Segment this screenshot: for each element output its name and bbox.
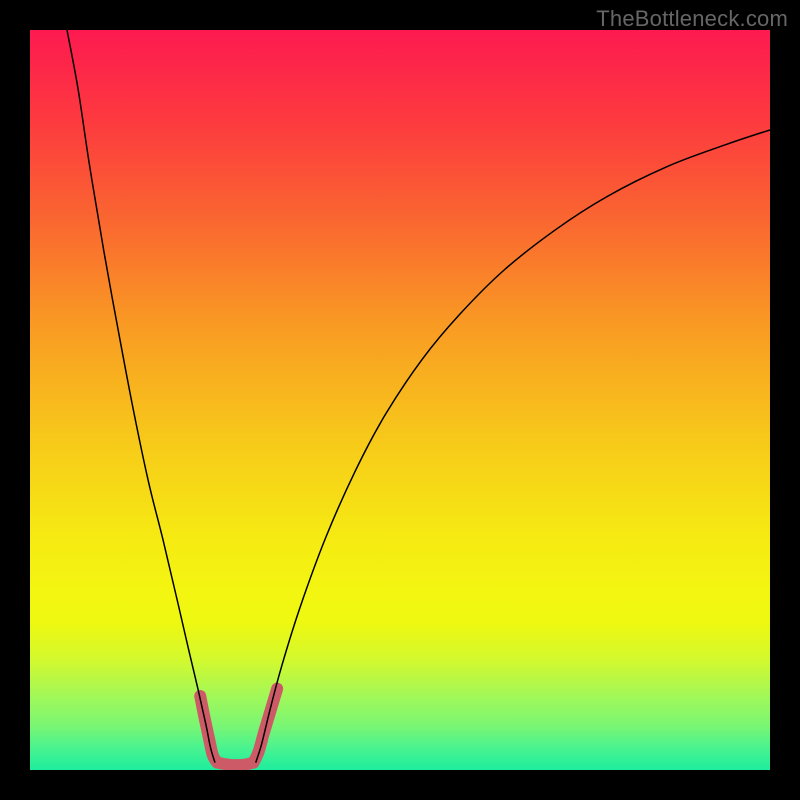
plot-svg xyxy=(30,30,770,770)
plot-area xyxy=(30,30,770,770)
gradient-background xyxy=(30,30,770,770)
figure-root: TheBottleneck.com xyxy=(0,0,800,800)
watermark-text: TheBottleneck.com xyxy=(596,6,788,32)
